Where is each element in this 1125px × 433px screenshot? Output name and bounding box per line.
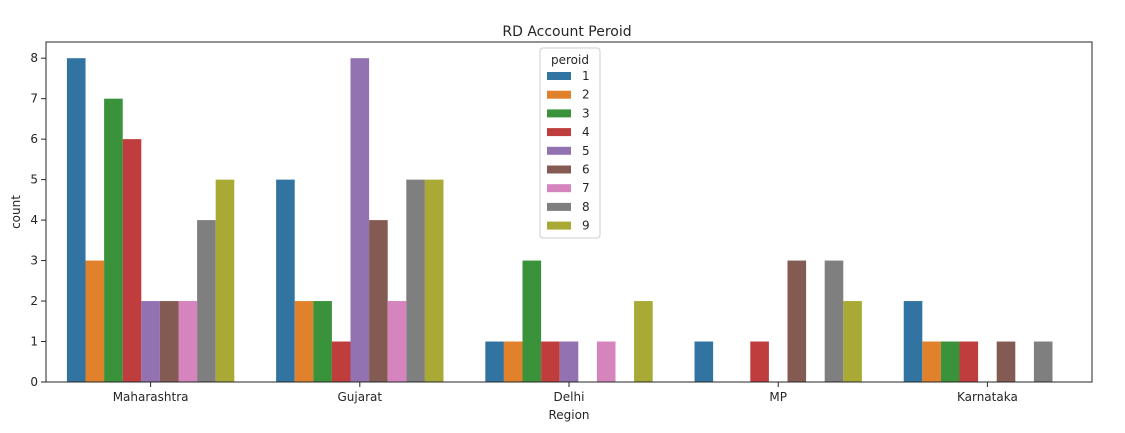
bar-mp-8 bbox=[824, 260, 844, 382]
legend-label-8: 8 bbox=[582, 200, 590, 214]
x-tick-label: Maharashtra bbox=[113, 390, 189, 404]
x-tick-label: MP bbox=[769, 390, 787, 404]
x-tick-label: Delhi bbox=[554, 390, 585, 404]
chart-title: RD Account Peroid bbox=[502, 24, 631, 40]
legend: peroid 1 2 3 4 5 6 7 8 9 bbox=[539, 47, 601, 239]
legend-swatch-6 bbox=[547, 165, 571, 174]
bar-gujarat-2 bbox=[294, 301, 314, 382]
y-axis-ticks: 0 1 2 3 4 5 6 7 8 bbox=[30, 51, 46, 389]
bar-karnataka-6 bbox=[996, 341, 1016, 382]
x-axis-ticks: Maharashtra Gujarat Delhi MP Karnataka bbox=[113, 382, 1018, 404]
bar-maharashtra-8 bbox=[197, 220, 216, 382]
bar-mp-1 bbox=[694, 341, 714, 382]
bar-gujarat-5 bbox=[350, 58, 370, 382]
legend-swatch-4 bbox=[547, 128, 571, 137]
bar-mp-4 bbox=[750, 341, 769, 382]
bar-delhi-9 bbox=[634, 301, 653, 382]
legend-swatch-3 bbox=[547, 109, 571, 118]
bar-maharashtra-9 bbox=[215, 179, 235, 382]
bar-delhi-1 bbox=[485, 341, 504, 382]
bar-mp-9 bbox=[843, 301, 862, 382]
x-tick-label: Gujarat bbox=[338, 390, 383, 404]
legend-label-5: 5 bbox=[582, 144, 590, 158]
bars-group bbox=[66, 58, 1053, 383]
y-tick-label: 4 bbox=[30, 213, 38, 227]
bar-gujarat-1 bbox=[276, 179, 295, 382]
legend-swatch-8 bbox=[547, 202, 571, 211]
bar-karnataka-4 bbox=[959, 341, 979, 382]
bar-gujarat-3 bbox=[313, 301, 332, 382]
bar-gujarat-7 bbox=[387, 301, 407, 382]
legend-swatch-5 bbox=[547, 146, 571, 155]
x-tick-label: Karnataka bbox=[957, 390, 1018, 404]
y-axis-label: count bbox=[9, 195, 23, 229]
legend-label-9: 9 bbox=[582, 219, 590, 233]
bar-maharashtra-2 bbox=[85, 260, 105, 382]
bar-maharashtra-6 bbox=[159, 301, 179, 382]
bar-delhi-7 bbox=[596, 341, 616, 382]
bar-maharashtra-4 bbox=[122, 139, 142, 382]
plot-frame bbox=[45, 41, 1093, 383]
legend-swatch-9 bbox=[547, 221, 571, 230]
legend-items: 1 2 3 4 5 6 7 8 9 bbox=[547, 69, 590, 233]
y-tick-label: 6 bbox=[30, 132, 38, 146]
y-tick-label: 3 bbox=[30, 254, 38, 268]
bar-delhi-5 bbox=[559, 341, 579, 382]
y-tick-label: 7 bbox=[30, 92, 38, 106]
bar-karnataka-1 bbox=[903, 301, 923, 382]
y-tick-label: 5 bbox=[30, 173, 38, 187]
legend-title: peroid bbox=[551, 53, 589, 67]
bar-delhi-3 bbox=[522, 260, 542, 382]
bar-maharashtra-1 bbox=[66, 58, 86, 382]
bar-karnataka-3 bbox=[940, 341, 960, 382]
bar-delhi-2 bbox=[503, 341, 523, 382]
y-tick-label: 8 bbox=[30, 51, 38, 65]
bar-gujarat-8 bbox=[406, 179, 425, 382]
bar-maharashtra-3 bbox=[104, 98, 123, 383]
legend-label-4: 4 bbox=[582, 125, 590, 139]
legend-swatch-2 bbox=[547, 90, 571, 99]
bar-maharashtra-5 bbox=[141, 301, 160, 382]
y-tick-label: 0 bbox=[30, 375, 38, 389]
bar-karnataka-8 bbox=[1033, 341, 1053, 382]
legend-label-1: 1 bbox=[582, 69, 590, 83]
bar-delhi-4 bbox=[541, 341, 560, 382]
bar-karnataka-2 bbox=[922, 341, 941, 382]
legend-label-3: 3 bbox=[582, 106, 590, 120]
bar-gujarat-9 bbox=[424, 179, 444, 382]
legend-swatch-1 bbox=[547, 72, 571, 80]
y-tick-label: 1 bbox=[30, 335, 38, 349]
bar-gujarat-4 bbox=[331, 341, 351, 382]
legend-label-7: 7 bbox=[582, 181, 590, 195]
legend-label-2: 2 bbox=[582, 88, 590, 102]
y-tick-label: 2 bbox=[30, 294, 38, 308]
bar-mp-6 bbox=[787, 260, 807, 382]
bar-maharashtra-7 bbox=[178, 301, 198, 382]
x-axis-label: Region bbox=[548, 408, 589, 422]
legend-label-6: 6 bbox=[582, 163, 590, 177]
legend-swatch-7 bbox=[547, 184, 571, 193]
bar-gujarat-6 bbox=[369, 220, 388, 382]
